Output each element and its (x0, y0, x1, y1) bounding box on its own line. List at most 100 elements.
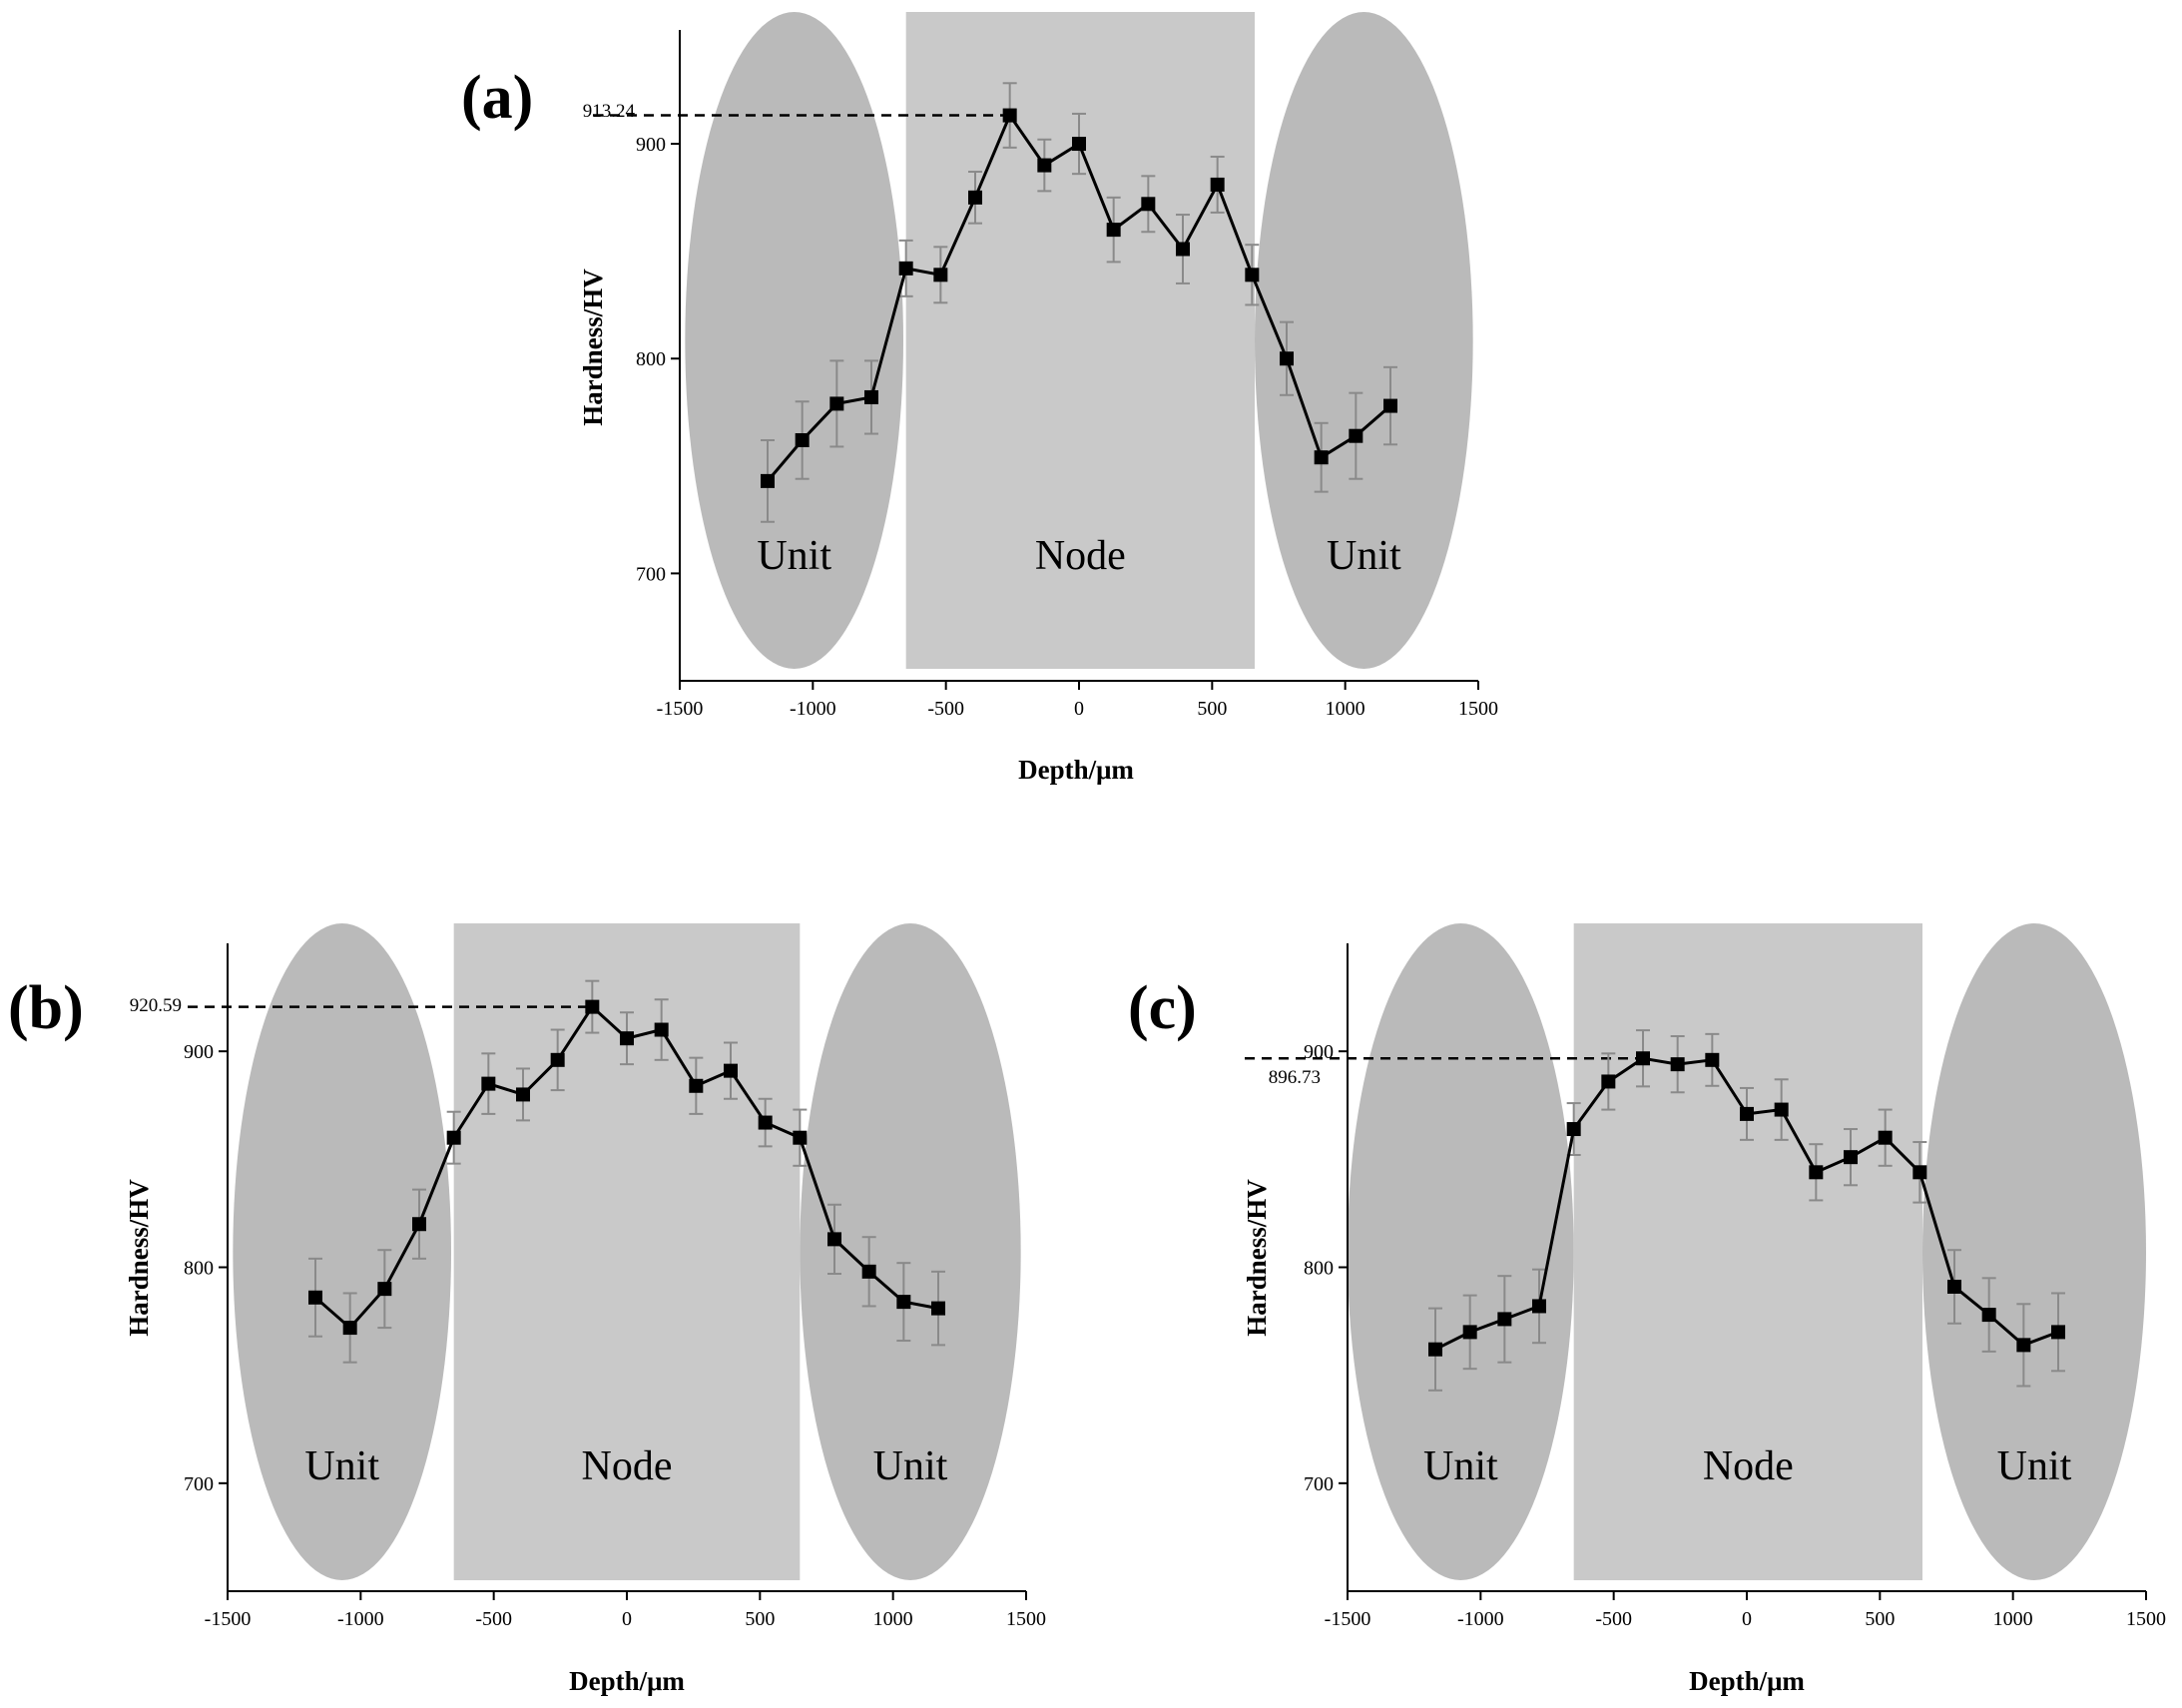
panel-c-data-point-5 (1601, 1074, 1616, 1089)
panel-c-axes: -1500 -1000 -500 0 500 1000 1500 700 800 900 (1304, 943, 2166, 1630)
panel-a-data-point-8 (1037, 158, 1052, 173)
panel-a-y-axis-title: Hardness/HV (578, 269, 608, 426)
panel-c-data-point-4 (1566, 1122, 1581, 1137)
panel-b-data-point-3 (412, 1217, 426, 1232)
panel-b-y-axis-title: Hardness/HV (124, 1179, 154, 1337)
panel-a-x-tick-label-4: 500 (1197, 698, 1227, 720)
panel-b-labels: (b) Depth/μm Hardness/HV 920.59 (8, 974, 685, 1696)
panel-a-x-tick-label-6: 1500 (1458, 698, 1498, 720)
panel-c-data-point-11 (1809, 1165, 1824, 1180)
panel-c-data-point-17 (2016, 1338, 2031, 1353)
panel-a-region-label-0: Unit (757, 533, 831, 579)
panel-c-data-point-18 (2051, 1325, 2065, 1340)
panel-b-unit-region-2 (800, 923, 1021, 1580)
panel-b-data-point-0 (308, 1290, 322, 1305)
panel-c-y-axis-title: Hardness/HV (1242, 1179, 1272, 1337)
panel-c-x-tick-label-0: -1500 (1325, 1608, 1371, 1630)
panel-a-axes: -1500 -1000 -500 0 500 1000 1500 700 800 900 (636, 30, 1498, 720)
panel-a-y-tick-label-0: 700 (636, 563, 666, 585)
panel-c-x-tick-label-1: -1000 (1457, 1608, 1504, 1630)
panel-a-series (761, 108, 1397, 488)
panel-b-data-point-9 (620, 1031, 634, 1046)
panel-b-data-point-6 (516, 1087, 530, 1102)
panel-b-x-tick-label-1: -1000 (337, 1608, 384, 1630)
panel-c-data-point-16 (1981, 1308, 1996, 1323)
panel-c-region-label-2: Unit (1997, 1443, 2072, 1489)
panel-a-data-point-3 (864, 389, 878, 404)
panel-c-data-point-2 (1497, 1312, 1512, 1327)
panel-a-data-point-0 (761, 473, 775, 488)
panel-a-unit-region-2 (1255, 12, 1473, 669)
panel-b-data-point-15 (827, 1232, 841, 1247)
panel-a-data-point-6 (968, 190, 982, 205)
panel-a-region-label-2: Unit (1327, 533, 1401, 579)
panel-c-regions: Unit Node Unit (1348, 923, 2146, 1580)
panel-c-x-tick-label-2: -500 (1595, 1608, 1632, 1630)
panel-b-data-point-10 (654, 1022, 669, 1037)
panel-b-y-tick-label-1: 800 (184, 1258, 214, 1280)
panel-a-x-tick-label-2: -500 (927, 698, 964, 720)
panel-a-data-point-17 (1349, 428, 1364, 443)
panel-a-data-point-13 (1210, 177, 1225, 192)
panel-a-regions: Unit Node Unit (685, 12, 1473, 669)
panel-c-data-point-6 (1636, 1051, 1650, 1066)
panel-b-x-tick-label-4: 500 (745, 1608, 775, 1630)
panel-c-data-point-0 (1428, 1342, 1442, 1357)
panel-a-x-tick-label-0: -1500 (657, 698, 704, 720)
panel-a-data-point-2 (829, 396, 844, 411)
panel-b-data-point-2 (377, 1282, 392, 1297)
panel-a-data-point-18 (1383, 398, 1397, 413)
panel-c-unit-region-0 (1348, 923, 1574, 1580)
panel-c-x-tick-label-6: 1500 (2126, 1608, 2166, 1630)
panel-a-data-point-7 (1002, 108, 1017, 123)
panel-b-data-point-1 (342, 1321, 357, 1336)
panel-b-data-point-16 (861, 1264, 876, 1279)
panel-b-data-point-7 (550, 1052, 565, 1067)
panel-b-data-point-12 (724, 1063, 738, 1078)
panel-a-peak-value: 913.24 (583, 101, 636, 122)
panel-c-region-label-0: Unit (1423, 1443, 1498, 1489)
panel-b-data-point-17 (896, 1295, 911, 1310)
panel-c-data-point-3 (1532, 1299, 1546, 1314)
panel-b-data-point-14 (793, 1130, 808, 1145)
panel-b-region-label-2: Unit (873, 1443, 948, 1489)
panel-b-x-tick-label-5: 1000 (873, 1608, 913, 1630)
panel-a-data-point-16 (1314, 450, 1329, 465)
panel-a-data-point-1 (795, 432, 810, 447)
panel-b-data-point-13 (758, 1115, 773, 1130)
panel-c-series (1428, 1051, 2065, 1357)
panel-b-data-point-5 (481, 1076, 496, 1091)
panel-b-data-point-18 (931, 1301, 945, 1316)
panel-c-data-point-13 (1878, 1130, 1893, 1145)
panel-a-data-point-15 (1280, 351, 1294, 366)
panel-c-data-point-12 (1844, 1150, 1858, 1165)
panel-c-data-point-9 (1740, 1106, 1754, 1121)
panel-c-data-point-14 (1912, 1165, 1927, 1180)
panel-b-label: (b) (8, 974, 84, 1042)
panel-a-data-point-11 (1141, 197, 1156, 212)
panel-c-data-point-15 (1947, 1279, 1961, 1294)
panel-b-peak-value: 920.59 (130, 995, 182, 1016)
panel-b-x-axis-title: Depth/μm (569, 1666, 685, 1696)
panel-a-region-label-1: Node (1035, 533, 1126, 579)
panel-b-axes: -1500 -1000 -500 0 500 1000 1500 700 800 900 (184, 943, 1046, 1630)
panel-b-region-label-1: Node (582, 1443, 673, 1489)
panel-a-y-tick-label-2: 900 (636, 134, 666, 156)
panel-a-label: (a) (461, 64, 533, 132)
panel-a-data-point-9 (1072, 137, 1086, 152)
panel-a-data-point-5 (933, 268, 948, 283)
panel-a: Unit Node Unit -1500 -1000 -500 0 500 1000 1500 7… (461, 12, 1498, 785)
panel-b-x-tick-label-2: -500 (475, 1608, 512, 1630)
panel-a-data-point-14 (1245, 268, 1260, 283)
panel-c-data-point-1 (1462, 1325, 1477, 1340)
panel-c-x-axis-title: Depth/μm (1689, 1666, 1805, 1696)
panel-b-unit-region-0 (233, 923, 451, 1580)
panel-b-x-tick-label-3: 0 (622, 1608, 632, 1630)
panel-c-unit-region-2 (1922, 923, 2146, 1580)
panel-a-x-tick-label-3: 0 (1074, 698, 1084, 720)
panel-a-y-tick-label-1: 800 (636, 348, 666, 370)
panel-c-y-tick-label-2: 900 (1304, 1041, 1334, 1063)
panel-a-node-region (905, 12, 1255, 669)
panel-b-data-point-11 (689, 1078, 704, 1093)
